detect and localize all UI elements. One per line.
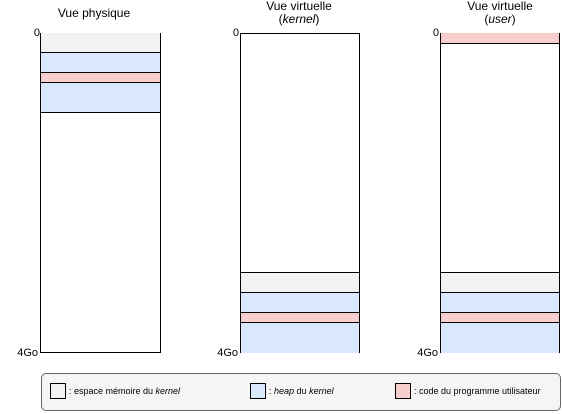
virtual-user-top-label: 0 xyxy=(432,27,439,39)
virtual-user-kernel-space xyxy=(441,272,559,293)
virtual-kernel-kernel-space xyxy=(241,272,359,293)
title-virtual-user: Vue virtuelle (user) xyxy=(420,0,562,26)
legend-swatch-kernel-space xyxy=(50,383,66,399)
legend-item-kernel-heap: : heap du kernel xyxy=(250,383,334,399)
physical-kernel-heap-2 xyxy=(41,82,160,113)
title-virtual-user-line2: (user) xyxy=(484,12,516,26)
virtual-user-user-code-top xyxy=(441,33,559,44)
title-virtual-kernel-line1: Vue virtuelle xyxy=(266,0,332,13)
virtual-user-heap-2 xyxy=(441,322,559,353)
title-virtual-user-line1: Vue virtuelle xyxy=(467,0,533,13)
virtual-kernel-heap-2 xyxy=(241,322,359,353)
legend-label-kernel-heap: : heap du kernel xyxy=(269,386,334,396)
virtual-kernel-bottom-label: 4Go xyxy=(217,347,238,359)
legend: : espace mémoire du kernel : heap du ker… xyxy=(41,373,561,411)
virtual-kernel-heap-1 xyxy=(241,292,359,313)
title-virtual-kernel-line2: (kernel) xyxy=(278,12,320,26)
virtual-user-heap-1 xyxy=(441,292,559,313)
virtual-kernel-top-label: 0 xyxy=(232,27,239,39)
title-virtual-kernel: Vue virtuelle (kernel) xyxy=(219,0,379,26)
legend-label-kernel-space: : espace mémoire du kernel xyxy=(69,386,181,396)
legend-item-user-code: : code du programme utilisateur xyxy=(395,383,541,399)
title-physical: Vue physique xyxy=(14,7,174,20)
legend-item-kernel-space: : espace mémoire du kernel xyxy=(50,383,180,399)
physical-bottom-label: 4Go xyxy=(17,347,38,359)
physical-memory-bar xyxy=(40,33,161,353)
physical-kernel-space xyxy=(41,33,160,53)
physical-kernel-heap-1 xyxy=(41,52,160,73)
legend-swatch-kernel-heap xyxy=(250,383,266,399)
virtual-user-bottom-label: 4Go xyxy=(417,347,438,359)
physical-top-label: 0 xyxy=(33,27,40,39)
virtual-kernel-memory-bar xyxy=(240,33,360,353)
legend-label-user-code: : code du programme utilisateur xyxy=(414,386,541,396)
virtual-user-memory-bar xyxy=(440,33,560,353)
legend-swatch-user-code xyxy=(395,383,411,399)
title-physical-line1: Vue physique xyxy=(57,6,131,20)
